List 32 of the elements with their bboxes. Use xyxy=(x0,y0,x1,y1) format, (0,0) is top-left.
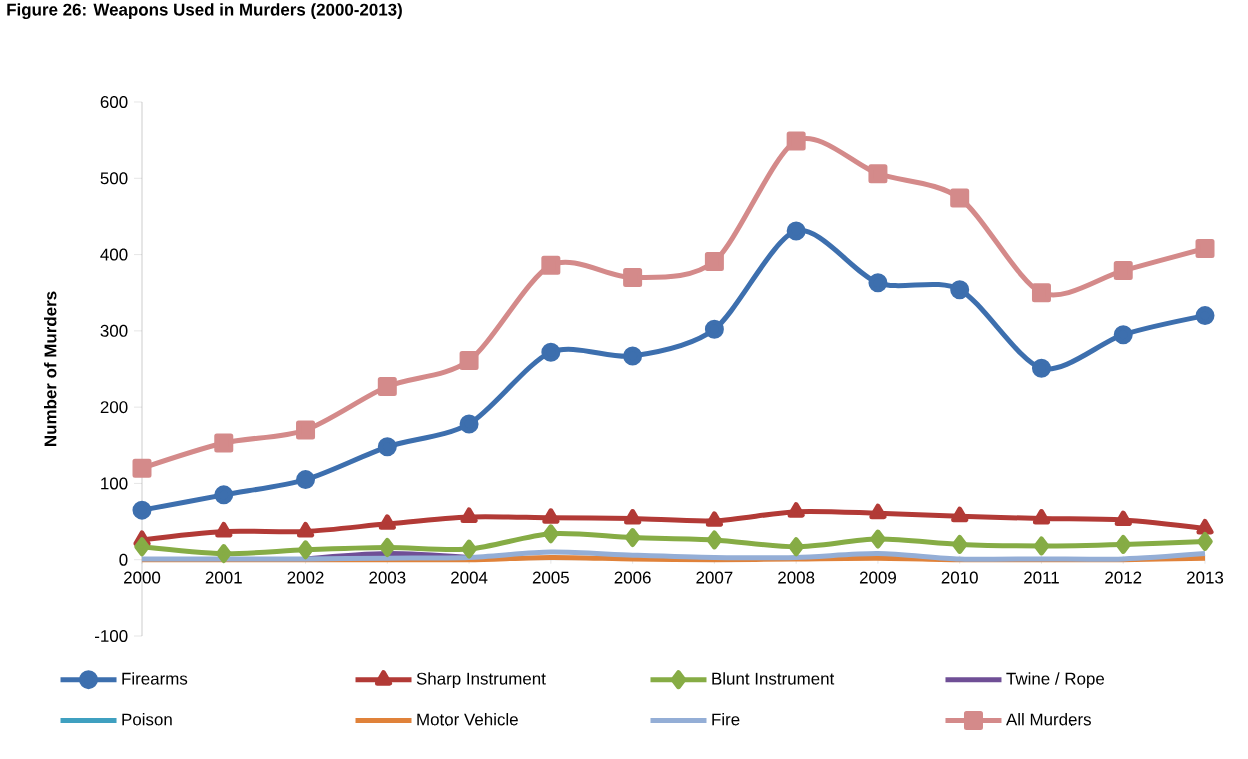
chart-title: Figure 26: Weapons Used in Murders (2000-2013) xyxy=(7,3,402,20)
y-tick-label: 200 xyxy=(100,401,128,414)
y-tick-label: 0 xyxy=(119,553,128,566)
legend-label: All Murders xyxy=(1006,713,1091,726)
x-tick-label: 2012 xyxy=(1105,571,1142,584)
x-tick-label: 2000 xyxy=(124,571,161,584)
x-tick-label: 2009 xyxy=(859,571,896,584)
x-tick-label: 2010 xyxy=(941,571,978,584)
legend-label: Motor Vehicle xyxy=(417,713,518,726)
y-tick-label: 100 xyxy=(101,477,128,490)
legend-label: Fire xyxy=(712,713,740,726)
x-tick-label: 2007 xyxy=(696,571,733,584)
x-tick-label: 2002 xyxy=(287,571,324,584)
x-tick-label: 2008 xyxy=(778,571,815,584)
y-axis-title: Number of Murders xyxy=(44,291,57,446)
x-tick-label: 2003 xyxy=(369,571,406,584)
y-tick-label: 400 xyxy=(100,248,128,261)
x-tick-label: 2001 xyxy=(205,571,242,584)
legend-label: Firearms xyxy=(122,672,188,685)
legend-label: Twine / Rope xyxy=(1006,672,1105,689)
y-tick-label: 600 xyxy=(100,96,128,108)
x-tick-label: 2013 xyxy=(1187,571,1224,584)
x-tick-label: 2004 xyxy=(451,571,488,584)
legend-label: Sharp Instrument xyxy=(416,672,546,689)
y-tick-label: -100 xyxy=(95,630,128,642)
legend-label: Poison xyxy=(122,713,172,726)
legend-label: Blunt Instrument xyxy=(712,672,835,685)
x-tick-label: 2005 xyxy=(532,571,569,584)
x-tick-label: 2011 xyxy=(1024,571,1059,584)
y-tick-label: 500 xyxy=(100,172,128,185)
y-tick-label: 300 xyxy=(100,324,128,337)
x-tick-label: 2006 xyxy=(614,571,651,584)
